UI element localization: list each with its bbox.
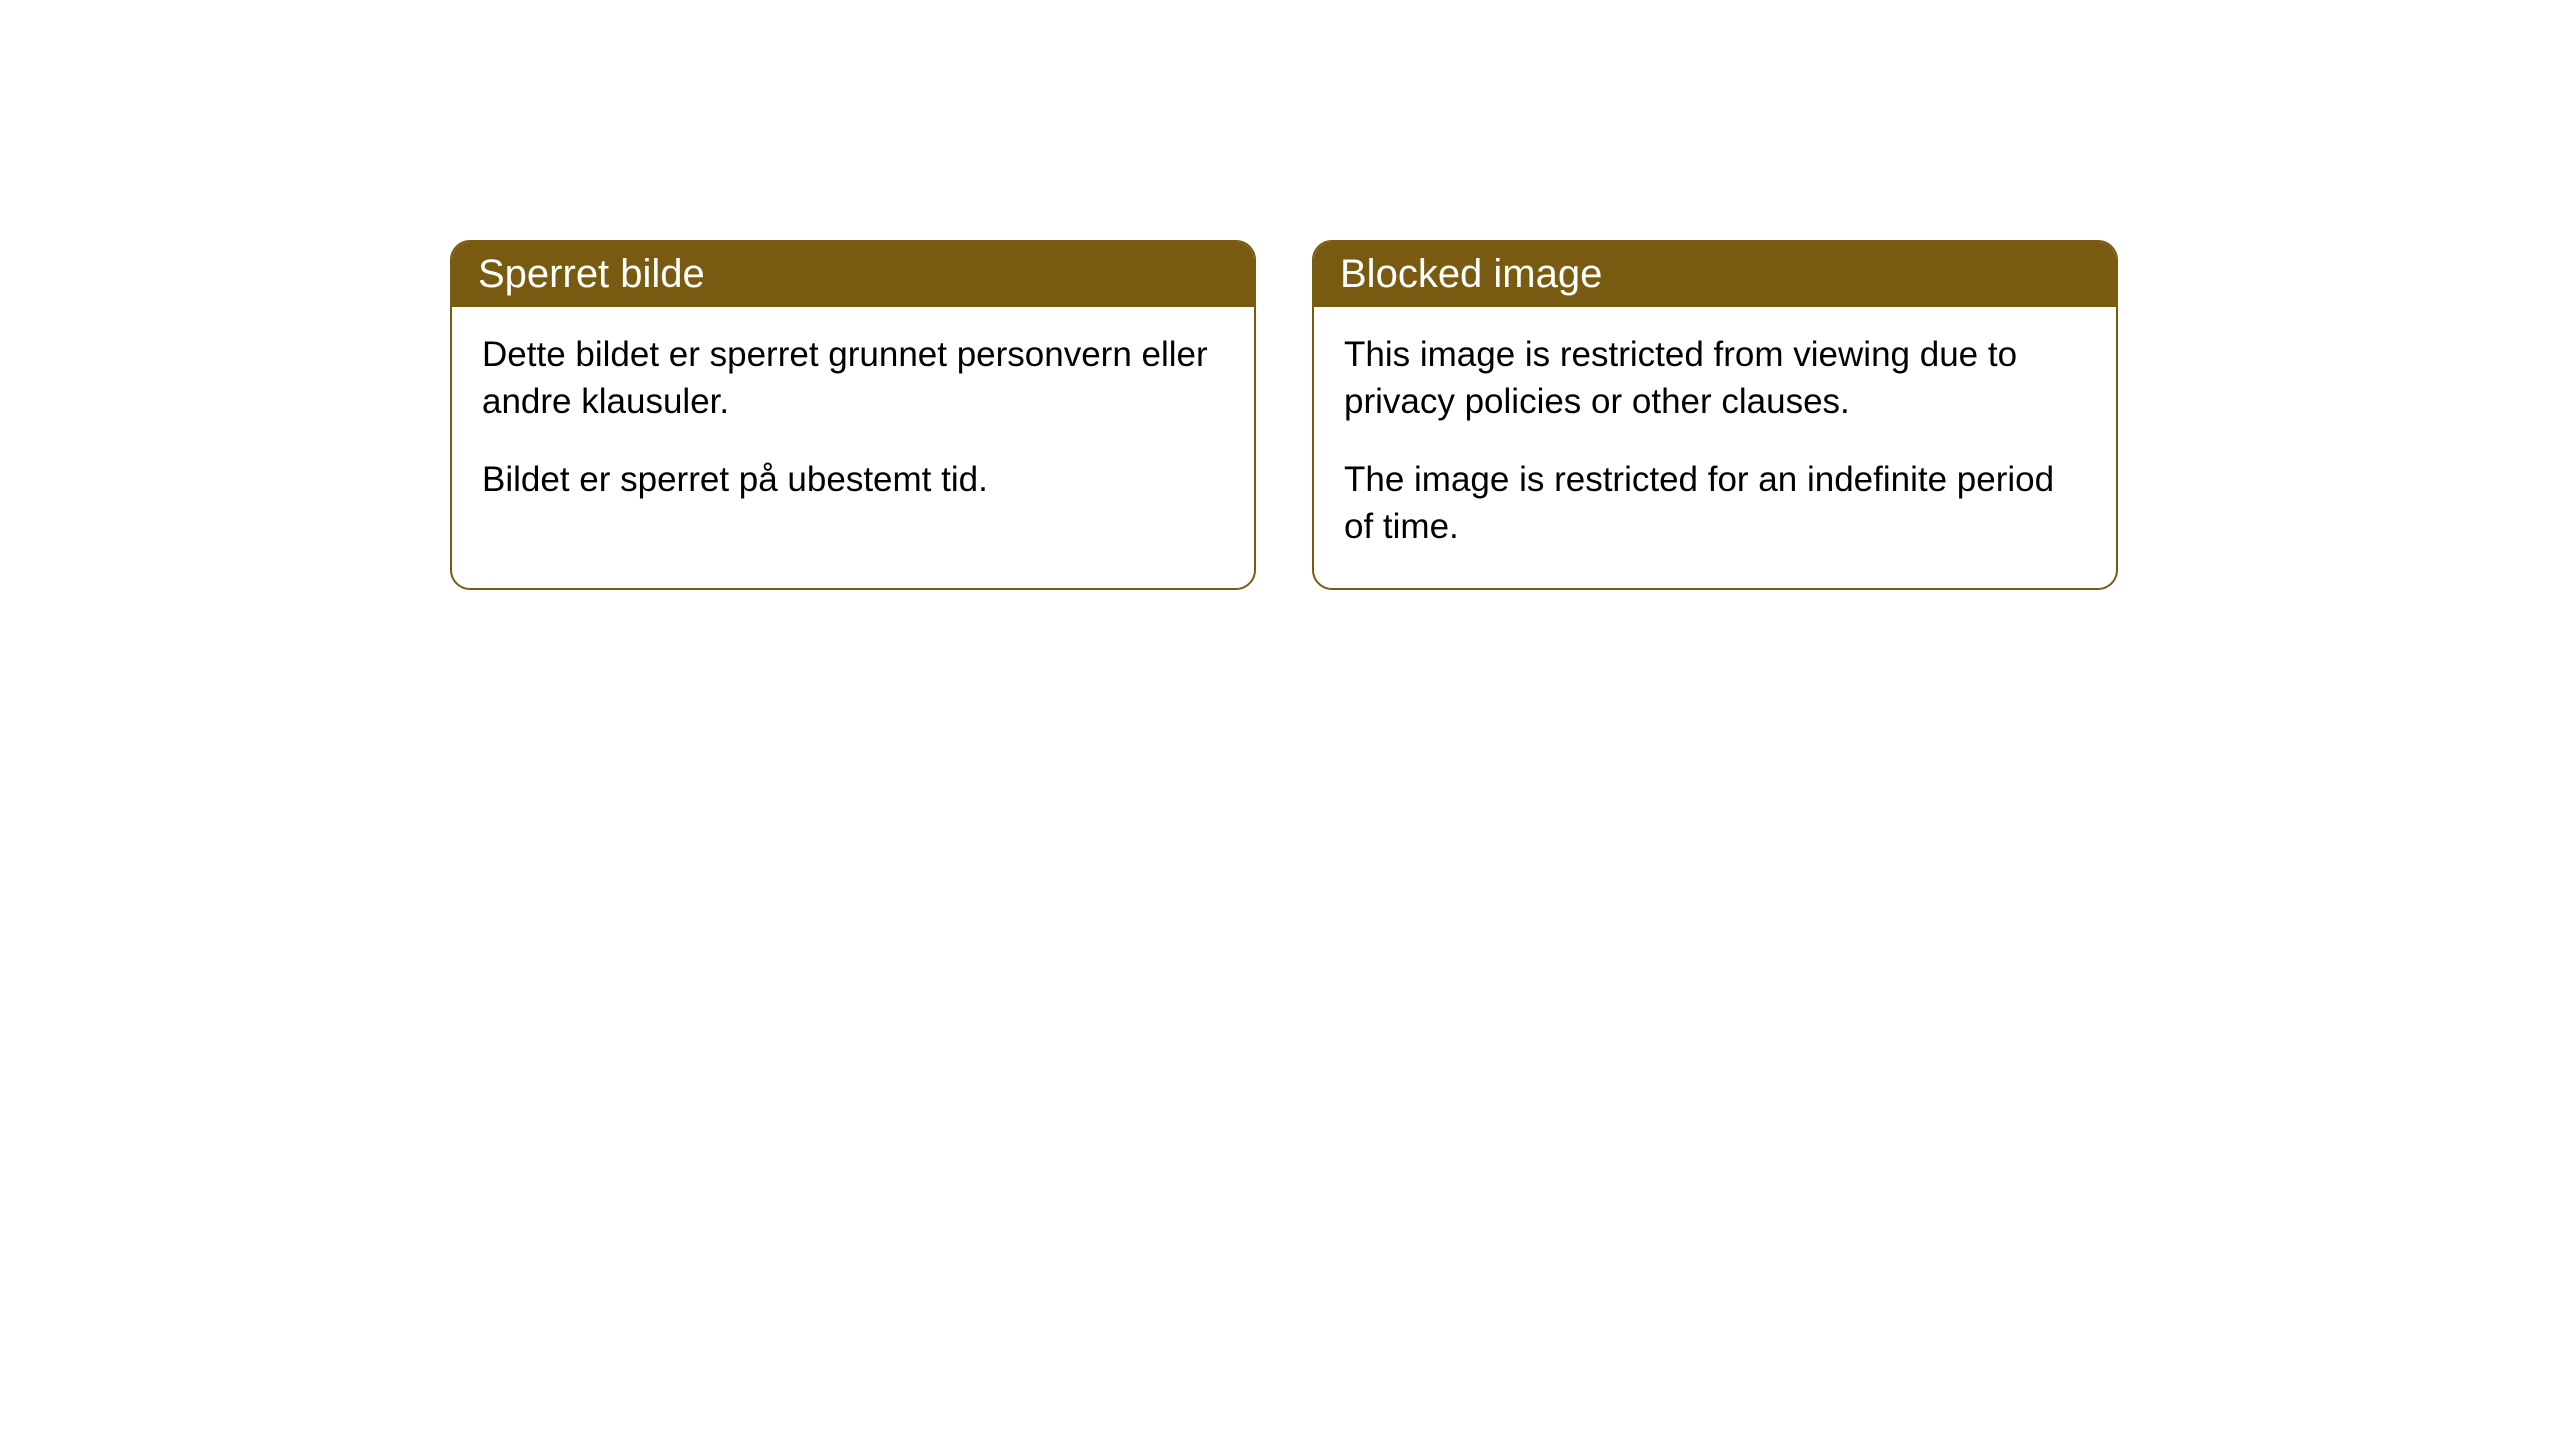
card-paragraph-2-english: The image is restricted for an indefinit… (1344, 456, 2086, 551)
notice-cards-container: Sperret bilde Dette bildet er sperret gr… (0, 0, 2560, 590)
blocked-image-card-norwegian: Sperret bilde Dette bildet er sperret gr… (450, 240, 1256, 590)
card-body-english: This image is restricted from viewing du… (1314, 307, 2116, 588)
card-title-norwegian: Sperret bilde (478, 252, 705, 296)
card-header-norwegian: Sperret bilde (452, 242, 1254, 307)
card-paragraph-1-english: This image is restricted from viewing du… (1344, 331, 2086, 426)
blocked-image-card-english: Blocked image This image is restricted f… (1312, 240, 2118, 590)
card-paragraph-1-norwegian: Dette bildet er sperret grunnet personve… (482, 331, 1224, 426)
card-body-norwegian: Dette bildet er sperret grunnet personve… (452, 307, 1254, 541)
card-title-english: Blocked image (1340, 252, 1602, 296)
card-header-english: Blocked image (1314, 242, 2116, 307)
card-paragraph-2-norwegian: Bildet er sperret på ubestemt tid. (482, 456, 1224, 503)
